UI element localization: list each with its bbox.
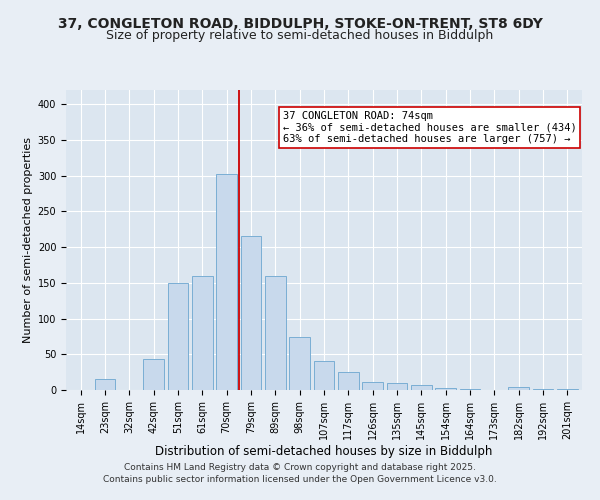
Text: Contains HM Land Registry data © Crown copyright and database right 2025.: Contains HM Land Registry data © Crown c… xyxy=(124,464,476,472)
Bar xyxy=(241,236,262,390)
Bar xyxy=(362,382,383,390)
Bar xyxy=(508,387,529,390)
Bar xyxy=(192,276,212,390)
Bar xyxy=(338,372,359,390)
Bar xyxy=(143,358,164,390)
Text: Size of property relative to semi-detached houses in Biddulph: Size of property relative to semi-detach… xyxy=(106,29,494,42)
Bar xyxy=(557,388,578,390)
Text: 37 CONGLETON ROAD: 74sqm
← 36% of semi-detached houses are smaller (434)
63% of : 37 CONGLETON ROAD: 74sqm ← 36% of semi-d… xyxy=(283,111,577,144)
Bar xyxy=(533,388,553,390)
Bar xyxy=(216,174,237,390)
Bar xyxy=(265,276,286,390)
Bar xyxy=(167,283,188,390)
Bar xyxy=(314,362,334,390)
Bar xyxy=(436,388,456,390)
Bar xyxy=(95,380,115,390)
Bar xyxy=(386,383,407,390)
Bar xyxy=(411,385,432,390)
Bar xyxy=(289,337,310,390)
Y-axis label: Number of semi-detached properties: Number of semi-detached properties xyxy=(23,137,34,343)
X-axis label: Distribution of semi-detached houses by size in Biddulph: Distribution of semi-detached houses by … xyxy=(155,444,493,458)
Text: Contains public sector information licensed under the Open Government Licence v3: Contains public sector information licen… xyxy=(103,475,497,484)
Text: 37, CONGLETON ROAD, BIDDULPH, STOKE-ON-TRENT, ST8 6DY: 37, CONGLETON ROAD, BIDDULPH, STOKE-ON-T… xyxy=(58,18,542,32)
